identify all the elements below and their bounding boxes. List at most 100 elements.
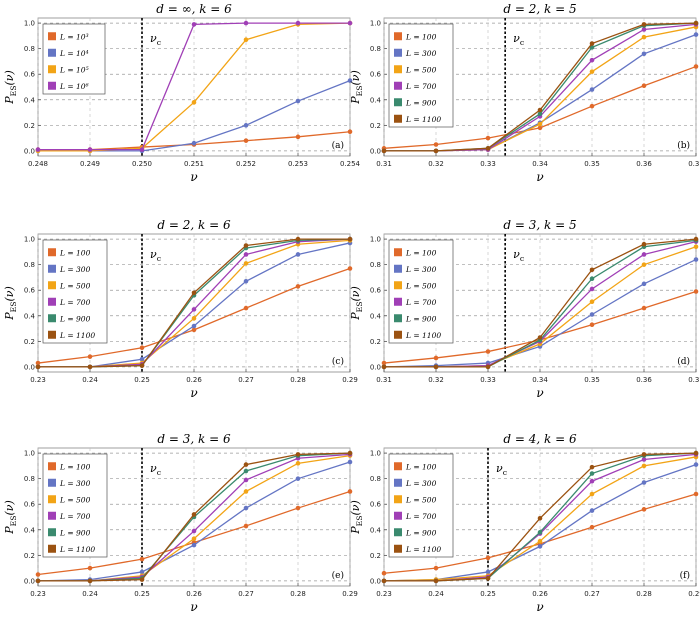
x-tick-label: 0.31	[376, 376, 392, 384]
x-tick-label: 0.23	[30, 590, 46, 598]
legend-label: L = 1100	[59, 545, 95, 554]
panel-title: d = 3, k = 5	[503, 218, 576, 232]
legend-swatch	[394, 478, 402, 487]
x-tick-label: 0.34	[532, 160, 548, 168]
data-point	[243, 523, 249, 529]
data-point	[191, 323, 197, 329]
legend-swatch	[394, 544, 402, 553]
data-point	[641, 452, 647, 457]
y-tick-label: 0.6	[370, 287, 382, 295]
data-point	[589, 478, 595, 484]
y-tick-label: 0.4	[24, 96, 36, 104]
legend-swatch	[394, 495, 402, 504]
data-point	[589, 508, 595, 513]
legend-swatch	[394, 281, 402, 290]
data-point	[295, 461, 301, 466]
y-tick-label: 0.2	[24, 338, 35, 346]
y-tick-label: 0.8	[24, 475, 35, 483]
y-tick-label: 0.6	[24, 71, 36, 79]
data-point	[139, 577, 145, 582]
legend-swatch	[394, 511, 402, 520]
legend-label: L = 500	[405, 281, 437, 290]
y-axis-label: PES(ν)	[349, 500, 364, 535]
legend-label: L = 1100	[405, 331, 441, 340]
data-point	[693, 20, 699, 26]
data-point	[295, 284, 301, 289]
y-tick-label: 1.0	[24, 20, 35, 28]
data-point	[589, 69, 595, 74]
legend-swatch	[48, 281, 56, 290]
legend-label: L = 700	[405, 82, 437, 91]
data-point	[35, 360, 41, 366]
x-tick-label: 0.253	[288, 160, 308, 168]
data-point	[347, 450, 353, 456]
data-point	[243, 462, 249, 467]
y-axis-label: PES(ν)	[349, 286, 364, 321]
data-point	[347, 266, 353, 271]
data-point	[641, 480, 647, 485]
data-point	[641, 252, 647, 257]
legend-swatch	[48, 297, 56, 306]
data-point	[641, 27, 647, 32]
data-point	[589, 57, 595, 63]
data-point	[485, 349, 491, 354]
legend-swatch	[48, 264, 56, 273]
x-tick-label: 0.37	[688, 376, 700, 384]
legend-label: L = 1100	[59, 331, 95, 340]
y-tick-label: 0.8	[24, 261, 35, 269]
data-point	[433, 148, 439, 154]
legend-label: L = 300	[59, 265, 91, 274]
data-point	[693, 236, 699, 242]
data-point	[693, 32, 699, 37]
data-point	[537, 530, 543, 535]
data-point	[589, 524, 595, 530]
data-point	[295, 505, 301, 511]
y-tick-label: 0.0	[370, 577, 381, 585]
legend-box	[42, 239, 108, 344]
legend-swatch	[48, 462, 56, 471]
data-point	[693, 244, 699, 250]
x-tick-label: 0.248	[28, 160, 48, 168]
data-point	[295, 98, 301, 104]
x-tick-label: 0.32	[428, 376, 444, 384]
y-tick-label: 0.4	[24, 526, 36, 534]
x-tick-label: 0.250	[132, 160, 152, 168]
legend-swatch	[394, 32, 402, 41]
legend-label: L = 10⁴	[59, 49, 89, 58]
legend-box	[42, 453, 108, 558]
data-point	[35, 147, 41, 152]
x-axis-label: ν	[536, 600, 543, 614]
data-point	[537, 538, 543, 544]
data-point	[589, 322, 595, 328]
legend-swatch	[394, 81, 402, 90]
x-tick-label: 0.31	[376, 160, 392, 168]
x-tick-label: 0.25	[134, 590, 150, 598]
legend-label: L = 1100	[405, 545, 441, 554]
x-tick-label: 0.27	[238, 376, 254, 384]
data-point	[641, 507, 647, 512]
data-point	[589, 45, 595, 50]
data-point	[243, 489, 249, 494]
data-point	[589, 471, 595, 476]
data-point	[485, 364, 491, 370]
y-tick-label: 0.4	[370, 96, 382, 104]
data-point	[641, 281, 647, 287]
data-point	[537, 515, 543, 521]
y-tick-label: 0.2	[370, 338, 381, 346]
x-tick-label: 0.28	[290, 590, 306, 598]
legend-label: L = 10³	[59, 32, 89, 41]
data-point	[537, 111, 543, 117]
legend-label: L = 100	[59, 462, 91, 471]
critical-label: νc	[150, 248, 161, 263]
data-point	[139, 363, 145, 368]
data-point	[243, 261, 249, 266]
data-point	[381, 578, 387, 584]
x-tick-label: 0.35	[584, 376, 600, 384]
y-tick-label: 1.0	[370, 20, 381, 28]
chart-panel-c: 0.0 0.2 0.4 0.6 0.8 1.0 0.23 0.24 0.25 0.26 0.27 0.…	[3, 218, 358, 400]
data-point	[295, 20, 301, 26]
y-tick-label: 0.6	[24, 501, 36, 509]
legend-swatch	[394, 114, 402, 123]
chart-panel-a: 0.0 0.2 0.4 0.6 0.8 1.0 0.248 0.249 0.250 0.251 0.…	[3, 2, 361, 184]
data-point	[589, 286, 595, 292]
